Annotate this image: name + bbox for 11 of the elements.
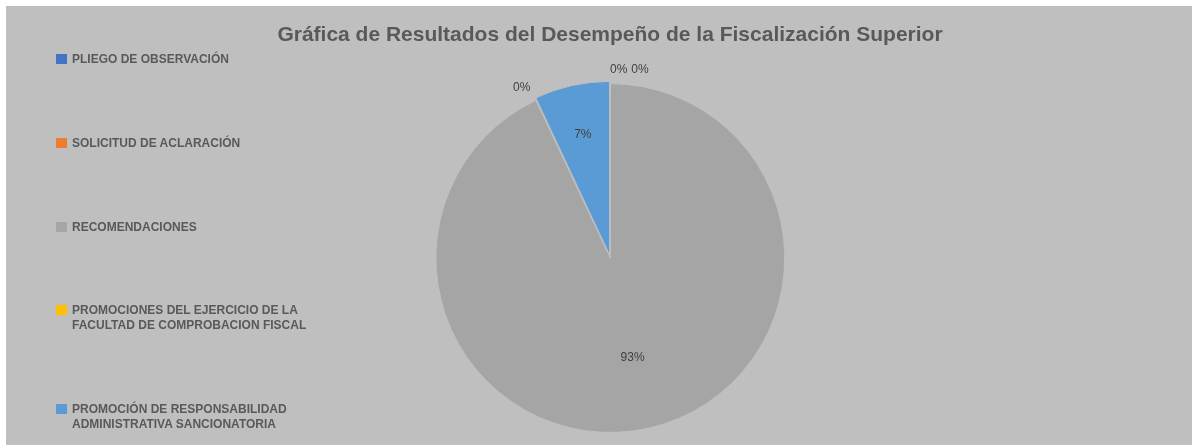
legend-label: PLIEGO DE OBSERVACIÓN	[72, 52, 230, 67]
data-label: 93%	[620, 350, 645, 365]
legend-label: RECOMENDACIONES	[72, 219, 198, 235]
legend-label: PROMOCIONES DEL EJERCICIO DE LA FACULTAD DE COMPROBACION FISCAL	[72, 303, 308, 334]
chart-title: Gráfica de Resultados del Desempeño de la Fiscalización Superior	[277, 22, 943, 46]
data-label: 7%	[574, 127, 592, 142]
text: 0%	[631, 62, 649, 77]
legend-label: SOLICITUD DE ACLARACIÓN	[72, 135, 242, 151]
text: 0%	[513, 79, 531, 94]
legend-label: PROMOCIÓN DE RESPONSABILIDAD ADMINISTRATIVA SANCIONATORIA	[72, 402, 288, 432]
text: 0%	[610, 62, 628, 77]
